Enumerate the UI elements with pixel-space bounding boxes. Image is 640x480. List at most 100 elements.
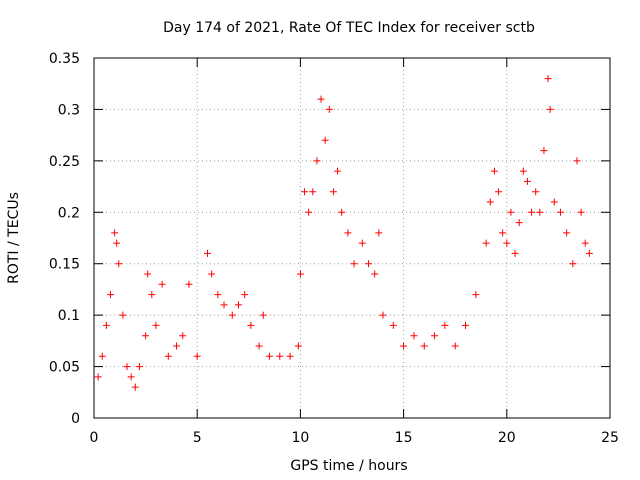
data-point: [325, 105, 333, 113]
data-point: [569, 260, 577, 268]
data-point: [255, 342, 263, 350]
y-tick-label: 0.25: [49, 154, 80, 170]
data-point: [193, 352, 201, 360]
data-point: [228, 311, 236, 319]
y-tick-label: 0.15: [49, 257, 80, 273]
y-axis-label: ROTI / TECUs: [6, 192, 22, 284]
data-point: [563, 229, 571, 237]
data-point: [313, 157, 321, 165]
data-point: [400, 342, 408, 350]
data-point: [179, 332, 187, 340]
data-point: [208, 270, 216, 278]
data-point: [350, 260, 358, 268]
data-point: [581, 239, 589, 247]
data-point: [495, 188, 503, 196]
data-point: [573, 157, 581, 165]
data-point: [507, 208, 515, 216]
data-point: [286, 352, 294, 360]
data-point: [546, 105, 554, 113]
data-point: [158, 280, 166, 288]
data-point: [544, 75, 552, 83]
data-point: [220, 301, 228, 309]
data-point: [234, 301, 242, 309]
data-point: [276, 352, 284, 360]
x-tick-label: 15: [395, 430, 413, 446]
data-point: [503, 239, 511, 247]
data-point: [119, 311, 127, 319]
data-point: [301, 188, 309, 196]
data-point: [321, 136, 329, 144]
data-point: [98, 352, 106, 360]
data-point: [389, 321, 397, 329]
data-point: [329, 188, 337, 196]
data-point: [375, 229, 383, 237]
data-point: [148, 291, 156, 299]
data-point: [144, 270, 152, 278]
data-point: [127, 373, 135, 381]
data-point: [431, 332, 439, 340]
y-tick-label: 0.2: [58, 205, 80, 221]
data-point: [152, 321, 160, 329]
x-tick-label: 25: [601, 430, 619, 446]
data-point: [305, 208, 313, 216]
plot-frame: [93, 57, 611, 419]
chart-title: Day 174 of 2021, Rate Of TEC Index for r…: [163, 20, 535, 36]
data-point: [334, 167, 342, 175]
data-point: [486, 198, 494, 206]
x-tick-label: 5: [193, 430, 202, 446]
data-point: [113, 239, 121, 247]
y-tick-label: 0: [71, 411, 80, 427]
data-point: [441, 321, 449, 329]
data-point: [536, 208, 544, 216]
data-point: [410, 332, 418, 340]
x-tick-label: 10: [291, 430, 309, 446]
data-point: [499, 229, 507, 237]
data-point: [173, 342, 181, 350]
data-point: [344, 229, 352, 237]
data-point: [550, 198, 558, 206]
data-point: [371, 270, 379, 278]
y-tick-label: 0.3: [58, 102, 80, 118]
data-point: [482, 239, 490, 247]
data-point: [241, 291, 249, 299]
data-point: [204, 249, 212, 257]
data-point: [214, 291, 222, 299]
data-point: [115, 260, 123, 268]
data-point: [358, 239, 366, 247]
data-point: [379, 311, 387, 319]
data-point: [265, 352, 273, 360]
data-points-layer: [94, 75, 593, 391]
y-tick-label: 0.35: [49, 51, 80, 67]
data-point: [472, 291, 480, 299]
data-point: [296, 270, 304, 278]
data-point: [365, 260, 373, 268]
data-point: [247, 321, 255, 329]
y-tick-label: 0.1: [58, 308, 80, 324]
x-tick-label: 20: [498, 430, 516, 446]
data-point: [164, 352, 172, 360]
data-point: [185, 280, 193, 288]
data-point: [585, 249, 593, 257]
data-point: [528, 208, 536, 216]
data-point: [556, 208, 564, 216]
data-point: [142, 332, 150, 340]
data-point: [107, 291, 115, 299]
data-point: [94, 373, 102, 381]
data-point: [523, 177, 531, 185]
data-point: [123, 363, 131, 371]
data-point: [420, 342, 428, 350]
data-point: [577, 208, 585, 216]
data-point: [294, 342, 302, 350]
data-point: [317, 95, 325, 103]
data-point: [515, 219, 523, 227]
data-point: [338, 208, 346, 216]
x-axis-label: GPS time / hours: [290, 458, 407, 474]
data-point: [490, 167, 498, 175]
data-point: [540, 147, 548, 155]
data-point: [259, 311, 267, 319]
y-tick-label: 0.05: [49, 360, 80, 376]
data-point: [309, 188, 317, 196]
data-point: [135, 363, 143, 371]
